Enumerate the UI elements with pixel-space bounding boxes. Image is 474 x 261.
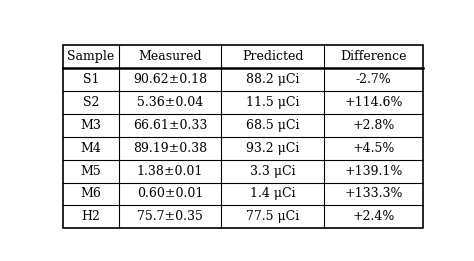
Text: 1.38±0.01: 1.38±0.01: [137, 165, 203, 178]
Text: 89.19±0.38: 89.19±0.38: [133, 142, 207, 155]
Text: +139.1%: +139.1%: [344, 165, 402, 178]
Text: M5: M5: [81, 165, 101, 178]
Text: M3: M3: [81, 119, 101, 132]
Text: H2: H2: [82, 210, 100, 223]
Text: 88.2 μCi: 88.2 μCi: [246, 73, 300, 86]
Text: Sample: Sample: [67, 50, 114, 63]
Text: 68.5 μCi: 68.5 μCi: [246, 119, 300, 132]
Text: +114.6%: +114.6%: [344, 96, 403, 109]
Text: 90.62±0.18: 90.62±0.18: [133, 73, 207, 86]
Text: +4.5%: +4.5%: [352, 142, 395, 155]
Text: Measured: Measured: [138, 50, 202, 63]
Text: 5.36±0.04: 5.36±0.04: [137, 96, 203, 109]
Text: 93.2 μCi: 93.2 μCi: [246, 142, 299, 155]
Text: 11.5 μCi: 11.5 μCi: [246, 96, 300, 109]
Text: S2: S2: [82, 96, 99, 109]
Text: M4: M4: [81, 142, 101, 155]
Text: M6: M6: [81, 187, 101, 200]
Text: 75.7±0.35: 75.7±0.35: [137, 210, 203, 223]
Text: -2.7%: -2.7%: [356, 73, 392, 86]
Text: S1: S1: [82, 73, 99, 86]
Text: Predicted: Predicted: [242, 50, 303, 63]
Text: +2.8%: +2.8%: [352, 119, 395, 132]
Text: 77.5 μCi: 77.5 μCi: [246, 210, 299, 223]
Text: 0.60±0.01: 0.60±0.01: [137, 187, 203, 200]
Text: Difference: Difference: [340, 50, 407, 63]
Text: 3.3 μCi: 3.3 μCi: [250, 165, 295, 178]
Text: 66.61±0.33: 66.61±0.33: [133, 119, 207, 132]
Text: +133.3%: +133.3%: [344, 187, 403, 200]
Text: +2.4%: +2.4%: [352, 210, 395, 223]
Text: 1.4 μCi: 1.4 μCi: [250, 187, 295, 200]
